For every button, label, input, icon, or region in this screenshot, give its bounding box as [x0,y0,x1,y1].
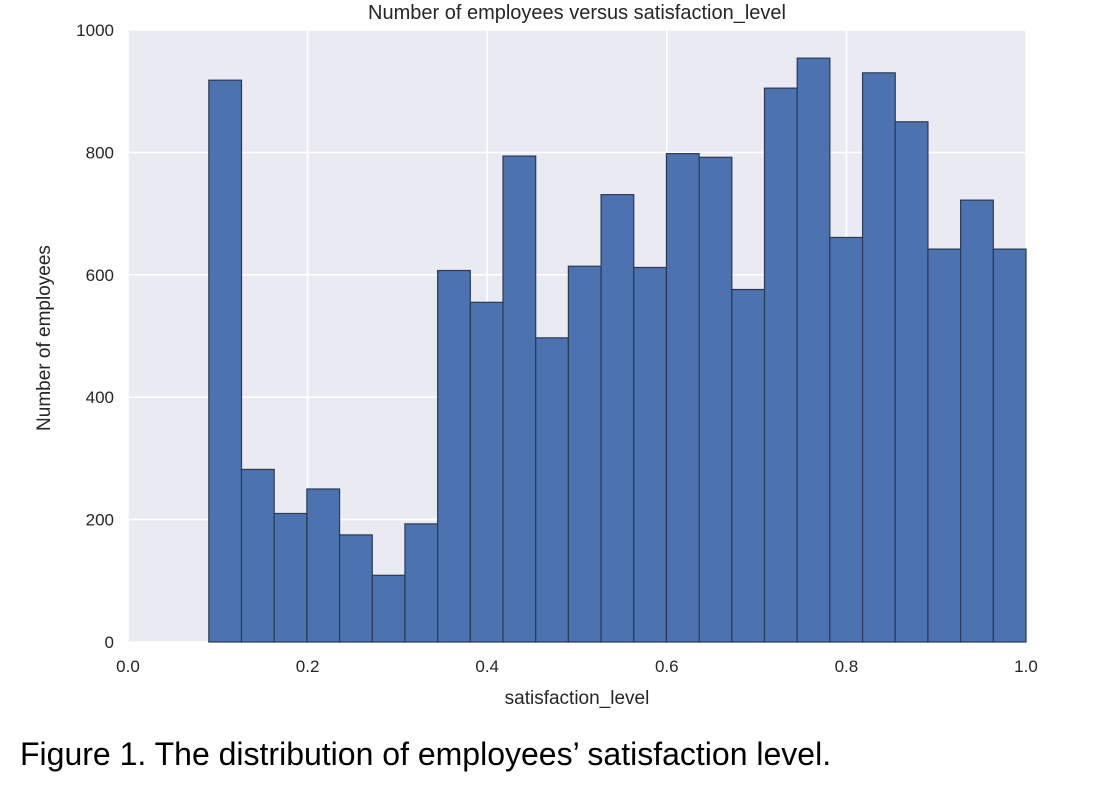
histogram-bar [698,156,733,643]
x-tick-label: 0.2 [296,657,320,676]
histogram-bar [894,121,929,643]
y-tick-label: 1000 [76,21,114,40]
x-tick-label: 1.0 [1014,657,1038,676]
histogram-bar [763,87,798,643]
histogram-bar [437,269,471,643]
histogram-bars [208,57,1027,643]
y-tick-label: 0 [105,633,114,652]
histogram-bar [469,301,504,643]
histogram-bar [927,248,962,643]
x-tick-labels: 0.0 0.2 0.4 0.6 0.8 1.0 [116,657,1038,676]
histogram-bar [535,337,569,643]
histogram-bar [992,248,1027,643]
histogram-bar [731,288,766,643]
histogram-chart: 0 200 400 600 800 1000 0.0 0.2 0.4 0.6 0.8 1.0 Num… [34,2,1038,709]
histogram-bar [240,468,275,643]
histogram-bar [861,72,896,643]
figure-caption: Figure 1. The distribution of employees’… [20,736,832,772]
histogram-bar [829,236,864,643]
y-tick-label: 400 [86,388,114,407]
x-tick-label: 0.4 [475,657,499,676]
histogram-bar [404,523,439,643]
histogram-bar [208,79,243,643]
y-axis-label: Number of employees [34,245,55,431]
y-tick-labels: 0 200 400 600 800 1000 [76,21,114,652]
y-tick-label: 200 [86,511,114,530]
y-tick-label: 600 [86,266,114,285]
histogram-bar [338,534,373,643]
x-tick-label: 0.6 [655,657,679,676]
histogram-bar [633,266,668,643]
histogram-bar [273,512,308,643]
histogram-bar [567,265,602,643]
histogram-bar [960,199,994,643]
histogram-bar [600,194,635,643]
x-tick-label: 0.0 [116,657,140,676]
chart-title: Number of employees versus satisfaction_… [368,2,786,24]
histogram-bar [502,155,537,643]
y-tick-label: 800 [86,143,114,162]
histogram-bar [306,488,341,643]
histogram-bar [665,153,700,643]
x-axis-label: satisfaction_level [505,688,650,709]
histogram-bar [371,574,406,643]
x-tick-label: 0.8 [835,657,859,676]
histogram-bar [796,57,831,643]
